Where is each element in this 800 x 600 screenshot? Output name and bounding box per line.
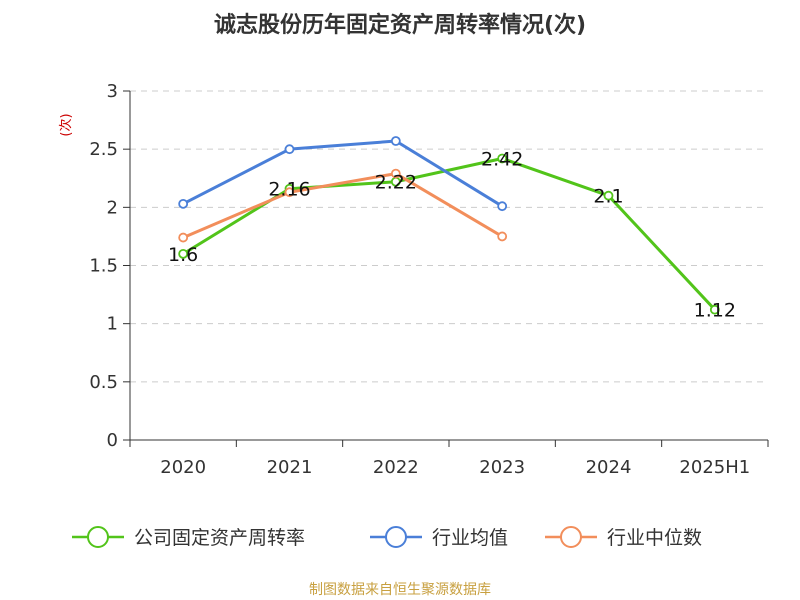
- data-point: [178, 248, 189, 259]
- data-point: [497, 231, 508, 242]
- data-label: 2.42: [481, 148, 523, 170]
- legend-item: 公司固定资产周转率: [72, 526, 305, 549]
- data-label: 1.6: [168, 244, 198, 266]
- y-tick-label: 3: [107, 81, 118, 102]
- data-point: [390, 136, 401, 146]
- legend-label: 行业中位数: [607, 527, 702, 549]
- x-tick-label: 2024: [586, 457, 632, 478]
- series-line: [182, 139, 503, 208]
- legend-item: 行业均值: [370, 526, 508, 549]
- chart-title: 诚志股份历年固定资产周转率情况(次): [214, 12, 586, 38]
- y-tick-label: 2.5: [89, 139, 118, 160]
- data-point: [284, 187, 295, 198]
- series-line: [182, 172, 503, 239]
- series-lines: [178, 136, 720, 315]
- legend-marker: [385, 526, 407, 548]
- data-label: 2.1: [593, 186, 623, 208]
- series-line: [182, 156, 716, 311]
- legend-label: 行业均值: [432, 527, 508, 549]
- y-tick-label: 1.5: [89, 256, 118, 277]
- y-tick-label: 1: [107, 314, 118, 335]
- data-point: [497, 153, 508, 164]
- y-tick-label: 0.5: [89, 372, 118, 393]
- x-tick-label: 2021: [267, 457, 313, 478]
- legend-label: 公司固定资产周转率: [134, 527, 305, 549]
- series-2: [178, 136, 508, 212]
- y-axis-label: (次): [58, 113, 74, 136]
- data-point: [709, 304, 720, 315]
- data-point: [284, 144, 295, 155]
- x-tick-label: 2020: [160, 457, 206, 478]
- legend-marker: [87, 526, 109, 548]
- data-label: 1.12: [694, 300, 736, 322]
- y-tick-label: 2: [107, 197, 118, 218]
- legend: 公司固定资产周转率 行业均值 行业中位数: [72, 526, 702, 549]
- series-1: [178, 153, 720, 315]
- x-tick-label: 2023: [479, 457, 525, 478]
- y-tick-label: 0: [107, 430, 118, 451]
- grid-lines: [130, 90, 768, 383]
- series-3: [178, 168, 508, 243]
- data-label: 2.16: [268, 179, 310, 201]
- data-point: [390, 168, 401, 179]
- source-note: 制图数据来自恒生聚源数据库: [309, 582, 491, 598]
- data-point: [178, 232, 189, 243]
- data-point: [497, 201, 508, 212]
- data-point: [178, 198, 189, 209]
- data-point: [603, 190, 614, 201]
- legend-item: 行业中位数: [545, 526, 702, 549]
- x-tick-label: 2022: [373, 457, 419, 478]
- legend-marker: [560, 526, 582, 548]
- data-labels: 1.6 2.16 2.22 2.42 2.1 1.12: [168, 148, 736, 321]
- x-tick-label: 2025H1: [679, 457, 750, 478]
- data-label: 2.22: [375, 172, 417, 194]
- axes: 0 0.5 1 1.5 2 2.5 3 2020 2021 2022 2023 2024 2025H1: [89, 81, 769, 478]
